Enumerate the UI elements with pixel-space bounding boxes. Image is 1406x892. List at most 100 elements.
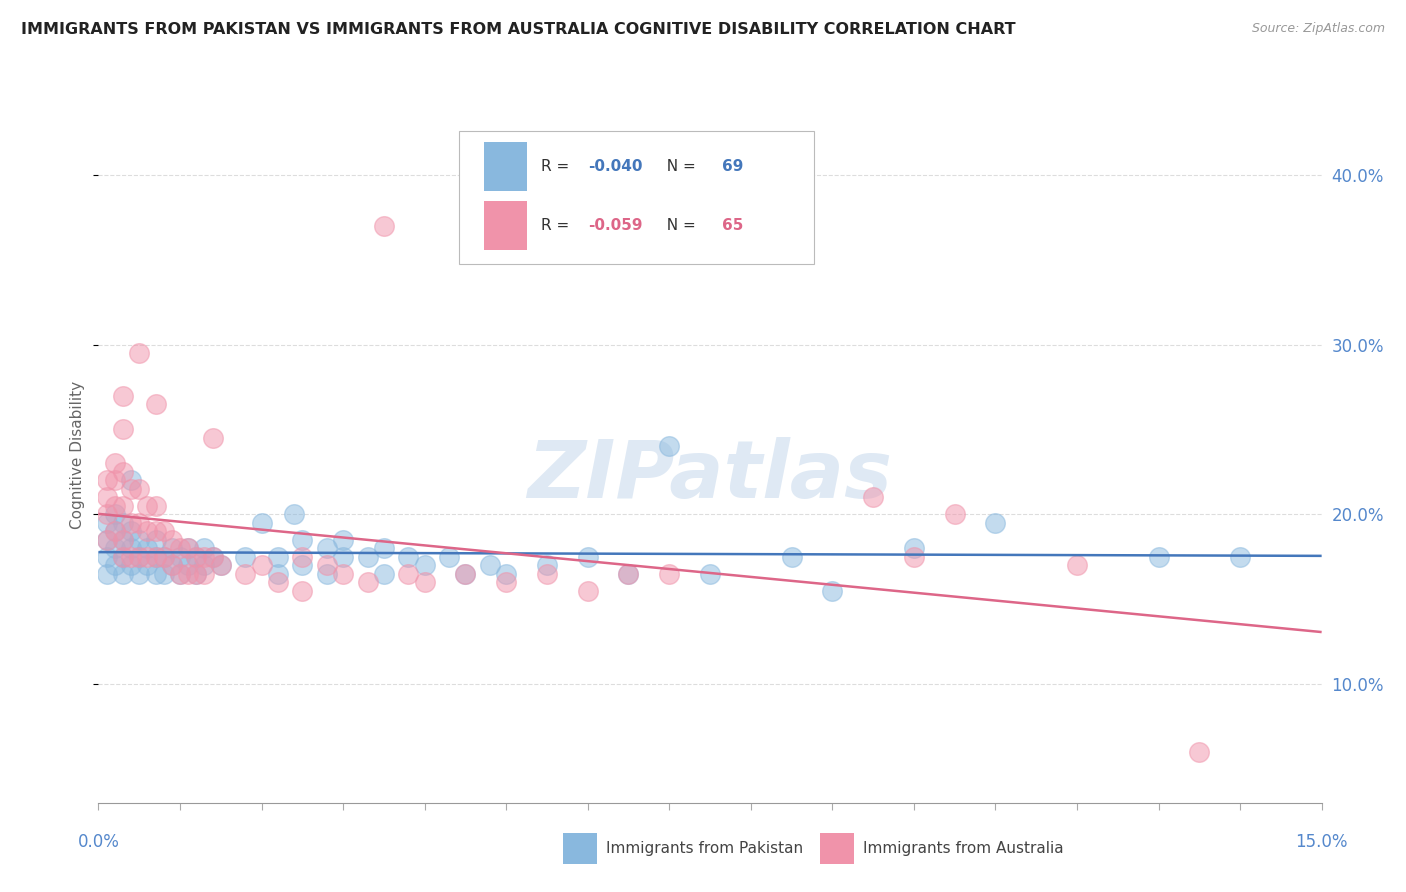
Point — [332, 549, 354, 564]
Point — [576, 549, 599, 564]
Point — [315, 558, 337, 573]
Point — [169, 541, 191, 556]
Point — [111, 533, 134, 547]
Point — [120, 516, 142, 530]
Point — [128, 549, 150, 564]
Point — [111, 422, 134, 436]
Point — [169, 566, 191, 581]
Point — [658, 439, 681, 453]
Point — [104, 558, 127, 573]
Point — [201, 431, 224, 445]
Point — [145, 566, 167, 581]
Point — [128, 549, 150, 564]
Point — [291, 558, 314, 573]
Point — [96, 491, 118, 505]
Text: 0.0%: 0.0% — [77, 833, 120, 851]
Point — [136, 541, 159, 556]
Point — [943, 508, 966, 522]
Point — [96, 533, 118, 547]
Point — [145, 533, 167, 547]
Point — [536, 566, 558, 581]
Point — [104, 508, 127, 522]
Point — [267, 575, 290, 590]
Point — [104, 457, 127, 471]
Point — [96, 474, 118, 488]
Text: Immigrants from Australia: Immigrants from Australia — [863, 840, 1063, 855]
FancyBboxPatch shape — [484, 142, 526, 191]
Point — [152, 549, 174, 564]
Point — [267, 549, 290, 564]
Point — [291, 549, 314, 564]
Point — [136, 558, 159, 573]
Text: Source: ZipAtlas.com: Source: ZipAtlas.com — [1251, 22, 1385, 36]
Point — [193, 558, 215, 573]
Point — [373, 541, 395, 556]
Point — [111, 516, 134, 530]
Point — [413, 575, 436, 590]
Point — [120, 558, 142, 573]
Point — [186, 566, 208, 581]
Point — [96, 516, 118, 530]
Point — [104, 524, 127, 539]
Point — [128, 516, 150, 530]
Point — [193, 549, 215, 564]
Point — [291, 583, 314, 598]
Point — [903, 549, 925, 564]
Text: 69: 69 — [723, 159, 744, 174]
Point — [152, 524, 174, 539]
FancyBboxPatch shape — [564, 833, 598, 864]
Point — [152, 549, 174, 564]
Text: 15.0%: 15.0% — [1295, 833, 1348, 851]
Point — [111, 549, 134, 564]
Point — [104, 541, 127, 556]
Point — [128, 566, 150, 581]
FancyBboxPatch shape — [484, 201, 526, 250]
Point — [136, 524, 159, 539]
Point — [373, 219, 395, 233]
Point — [96, 549, 118, 564]
Point — [658, 566, 681, 581]
Point — [356, 549, 378, 564]
Point — [160, 558, 183, 573]
Point — [120, 474, 142, 488]
Point — [1188, 745, 1211, 759]
Point — [821, 583, 844, 598]
Point — [862, 491, 884, 505]
Point — [111, 465, 134, 479]
Point — [145, 549, 167, 564]
Point — [160, 541, 183, 556]
Point — [332, 566, 354, 581]
Point — [186, 549, 208, 564]
Point — [120, 541, 142, 556]
Text: N =: N = — [658, 218, 702, 233]
Point — [111, 388, 134, 402]
Point — [699, 566, 721, 581]
Point — [315, 541, 337, 556]
Point — [576, 583, 599, 598]
Point — [145, 499, 167, 513]
Point — [169, 566, 191, 581]
Point — [617, 566, 640, 581]
Point — [780, 549, 803, 564]
Point — [267, 566, 290, 581]
Text: Immigrants from Pakistan: Immigrants from Pakistan — [606, 840, 803, 855]
Point — [437, 549, 460, 564]
Point — [396, 566, 419, 581]
Point — [454, 566, 477, 581]
Point — [233, 566, 256, 581]
Point — [1229, 549, 1251, 564]
Point — [536, 558, 558, 573]
Point — [96, 566, 118, 581]
Point — [145, 397, 167, 411]
Y-axis label: Cognitive Disability: Cognitive Disability — [70, 381, 86, 529]
Point — [145, 549, 167, 564]
Point — [120, 524, 142, 539]
Point — [315, 566, 337, 581]
Point — [283, 508, 305, 522]
FancyBboxPatch shape — [820, 833, 855, 864]
Point — [128, 346, 150, 360]
Point — [177, 566, 200, 581]
Point — [177, 558, 200, 573]
Point — [177, 541, 200, 556]
Point — [104, 474, 127, 488]
